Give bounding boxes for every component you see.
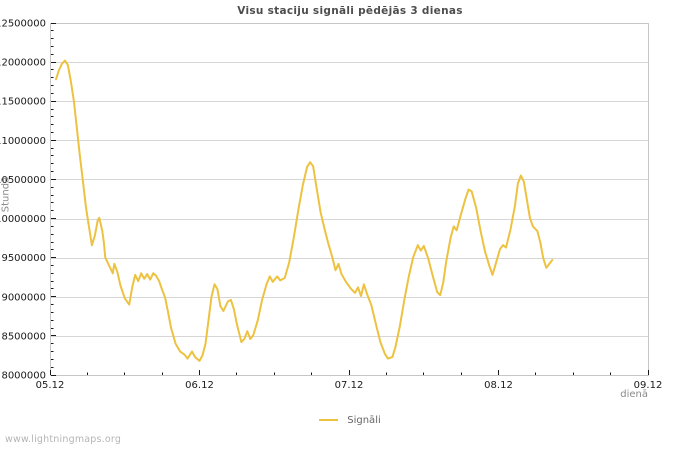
y-tick-label: 8500000 [1,331,46,342]
plot-frame [50,23,649,376]
chart-title: Visu staciju signāli pēdējās 3 dienas [237,5,463,17]
x-tick-label: 05.12 [36,380,65,391]
y-tick-label: 9500000 [1,253,46,264]
y-axis-label: Stundā [0,176,12,213]
y-tick-label: 9000000 [1,292,46,303]
y-tick-label: 10500000 [0,175,46,186]
legend-label: Signāli [347,414,381,426]
x-axis-label: dienā [620,389,648,400]
y-tick-label: 10000000 [0,214,46,225]
y-tick-label: 12000000 [0,58,46,69]
legend: Signāli [0,413,700,427]
x-tick-label: 09.12 [634,380,663,391]
legend-line-swatch [319,419,339,421]
y-tick-label: 11000000 [0,136,46,147]
y-tick-label: 11500000 [0,97,46,108]
y-tick-label: 8000000 [1,371,46,382]
signal-line [55,59,554,362]
x-tick-label: 07.12 [335,380,364,391]
x-tick-label: 08.12 [484,380,513,391]
y-tick-label: 12500000 [0,19,46,30]
watermark: www.lightningmaps.org [5,434,122,445]
x-tick-label: 06.12 [185,380,214,391]
